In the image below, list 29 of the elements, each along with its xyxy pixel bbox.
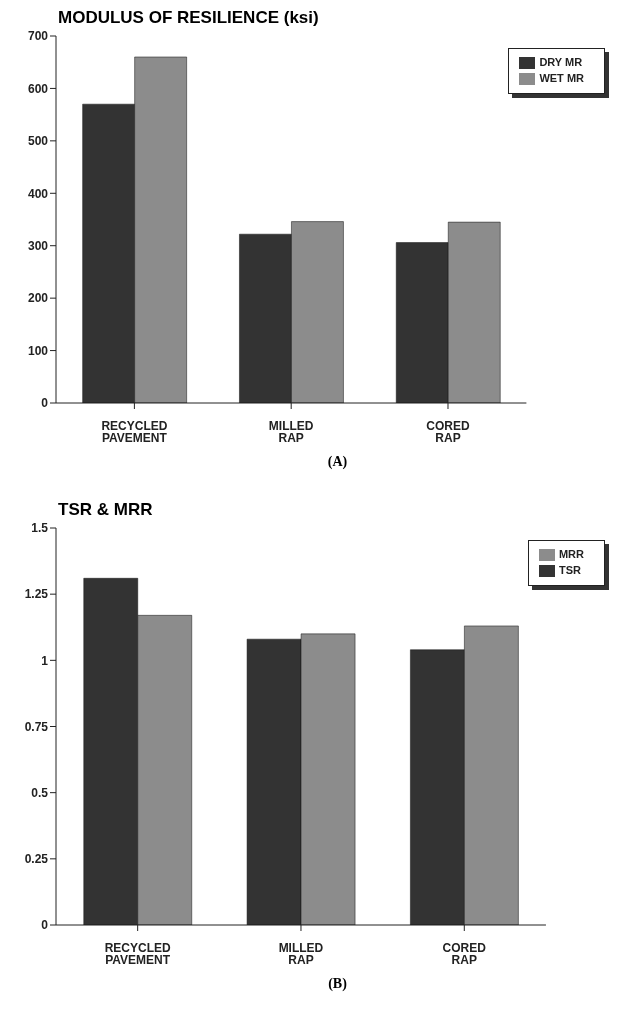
- y-tick-label: 400: [27, 186, 49, 201]
- x-axis-title: (A): [326, 454, 349, 470]
- legend-label: TSR: [558, 563, 581, 576]
- x-tick-label: MILLED RAP: [268, 418, 314, 445]
- y-tick-label: 1: [41, 653, 49, 668]
- chart-title: TSR & MRR: [58, 500, 154, 520]
- x-tick-label: CORED RAP: [426, 418, 470, 445]
- x-tick-label: RECYCLED PAVEMENT: [101, 418, 168, 445]
- legend-label: MRR: [558, 547, 584, 560]
- y-tick-label: 100: [27, 343, 49, 358]
- y-tick-label: 0.5: [31, 785, 49, 800]
- y-tick-label: 0.75: [24, 719, 49, 734]
- x-tick-label: RECYCLED PAVEMENT: [104, 940, 171, 967]
- y-tick-label: 500: [27, 134, 49, 149]
- legend-label: DRY MR: [539, 55, 583, 68]
- y-tick-label: 300: [27, 238, 49, 253]
- chart-title: MODULUS OF RESILIENCE (ksi): [58, 8, 320, 28]
- x-tick-label: CORED RAP: [442, 940, 487, 967]
- y-tick-label: 0: [41, 918, 49, 933]
- y-tick-label: 700: [27, 29, 49, 44]
- y-tick-label: 1.5: [31, 521, 49, 536]
- legend-label: WET MR: [539, 71, 584, 84]
- y-tick-label: 200: [27, 291, 49, 306]
- y-tick-label: 1.25: [24, 587, 49, 602]
- y-tick-label: 0.25: [24, 852, 49, 867]
- x-axis-title: (B): [327, 976, 348, 992]
- y-tick-label: 600: [27, 81, 49, 96]
- y-tick-label: 0: [41, 396, 49, 411]
- x-tick-label: MILLED RAP: [278, 940, 324, 967]
